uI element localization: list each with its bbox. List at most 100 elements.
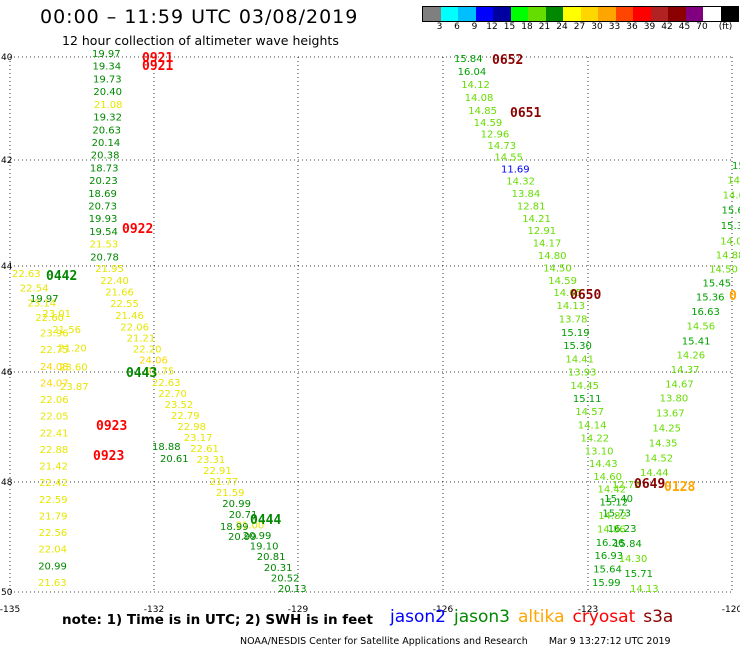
swh-value: 14.85 (468, 106, 497, 117)
colorbar-label: 30 (591, 22, 603, 32)
swh-value: 21.79 (39, 512, 68, 523)
swh-value: 20.52 (271, 573, 300, 584)
swh-value: 21.77 (210, 477, 239, 488)
y-tick-label: 44 (1, 262, 13, 272)
swh-value: 15.71 (624, 569, 653, 580)
x-tick-label: -135 (0, 605, 20, 615)
swh-value: 14.65 (553, 288, 582, 299)
colorbar-swatch (510, 7, 528, 21)
swh-value: 19.93 (89, 214, 118, 225)
swh-value: 22.63 (152, 378, 181, 389)
swh-value: 20.71 (229, 510, 258, 521)
colorbar-label: 42 (661, 22, 673, 32)
map-title: 00:00 – 11:59 UTC 03/08/2019 (40, 6, 359, 28)
swh-value: 24.07 (40, 379, 69, 390)
axis-ticks: -135 -132 -129 -126 -123 -120 40 42 44 46 48 50 (0, 53, 740, 615)
swh-value: 22.56 (39, 528, 68, 539)
swh-value: 14.73 (488, 141, 517, 152)
swh-value: 19.32 (93, 113, 122, 124)
swh-value: 14.32 (506, 177, 535, 188)
colorbar-swatch (423, 7, 441, 21)
swh-value: 14.21 (522, 214, 551, 225)
swh-value: 24.06 (139, 356, 168, 367)
swh-value: 22.79 (171, 411, 200, 422)
swh-value: 23.60 (59, 363, 88, 374)
colorbar-swatch (703, 7, 721, 21)
y-tick-label: 42 (1, 156, 12, 166)
swh-value: 14.45 (570, 381, 599, 392)
x-tick-label: -123 (578, 605, 598, 615)
swh-value: 20.13 (278, 584, 307, 595)
swh-value: 21.46 (115, 311, 144, 322)
swh-value: 22.55 (110, 299, 139, 310)
pass-time-label: 0442 (46, 269, 77, 284)
swh-value: 22.61 (190, 444, 219, 455)
swh-value: 23.01 (42, 309, 71, 320)
colorbar-swatch (650, 7, 668, 21)
swh-value: 14.08 (465, 93, 494, 104)
colorbar-swatch (580, 7, 598, 21)
y-tick-label: 50 (1, 588, 13, 598)
swh-value: 15.11 (573, 394, 602, 405)
swh-value: 12.91 (528, 226, 557, 237)
swh-value: 18.73 (90, 163, 119, 174)
swh-value: 14.26 (677, 351, 706, 362)
x-tick-label: -129 (288, 605, 309, 615)
colorbar-label: 9 (471, 22, 478, 32)
swh-value: 24.08 (40, 362, 69, 373)
swh-value: 22.70 (158, 389, 187, 400)
swh-value: 19.97 (30, 294, 59, 305)
swh-value: 15.84 (613, 539, 642, 550)
swh-value: 14.14 (578, 420, 607, 431)
pass-time-label: 0444 (250, 513, 281, 528)
footer-note: note: 1) Time is in UTC; 2) SWH is in fe… (62, 612, 373, 628)
swh-value: 23.87 (60, 382, 89, 393)
swh-value: 13.93 (568, 368, 597, 379)
swh-value: 13.10 (585, 446, 614, 457)
colorbar-swatch (633, 7, 651, 21)
swh-value: 14.37 (671, 365, 700, 376)
swh-value: 22.59 (39, 495, 68, 506)
swh-value: 22.88 (40, 445, 69, 456)
swh-value: 15.0 (732, 161, 740, 172)
swh-value: 22.91 (203, 466, 232, 477)
swh-value: 12.72 (612, 480, 641, 491)
swh-value: 14.25 (652, 424, 681, 435)
colorbar-label: 33 (608, 22, 621, 32)
pass-time-label: 0922 (122, 222, 153, 237)
swh-value: 20.14 (92, 138, 121, 149)
pass-time-label: 0652 (492, 53, 523, 68)
colorbar-swatch (720, 7, 738, 21)
swh-value: 20.99 (243, 531, 272, 542)
pass-time-label: 0921 (142, 59, 173, 74)
swh-value: 14.17 (533, 239, 562, 250)
swh-value: 16.23 (608, 524, 637, 535)
y-tick-label: 48 (1, 478, 13, 488)
pass-time-label: 0443 (126, 366, 157, 381)
swh-value: 14.50 (543, 263, 572, 274)
swh-value: 20.23 (89, 176, 118, 187)
swh-value: 22.04 (38, 545, 67, 556)
colorbar-label: 21 (538, 22, 551, 32)
swh-value: 15.30 (721, 221, 740, 232)
pass-time-label: 0923 (93, 449, 124, 464)
swh-value: 14.57 (575, 407, 604, 418)
swh-value: 19.54 (89, 227, 118, 238)
swh-value: 22.06 (40, 395, 69, 406)
pass-time-label: 0128 (664, 480, 695, 495)
swh-value: 20.99 (228, 532, 257, 543)
swh-value: 14.06 (720, 236, 740, 247)
swh-value: 15.64 (593, 565, 622, 576)
y-tick-label: 46 (1, 368, 13, 378)
swh-value: 20.99 (222, 499, 251, 510)
pass-time-label: 0650 (570, 288, 601, 303)
swh-value: 21.20 (58, 343, 87, 354)
map-subtitle: 12 hour collection of altimeter wave hei… (62, 33, 339, 48)
swh-value: 22.41 (40, 428, 69, 439)
swh-value: 13.84 (512, 189, 541, 200)
legend-cryosat: cryosat (572, 607, 636, 627)
colorbar-label: 70 (696, 22, 708, 32)
